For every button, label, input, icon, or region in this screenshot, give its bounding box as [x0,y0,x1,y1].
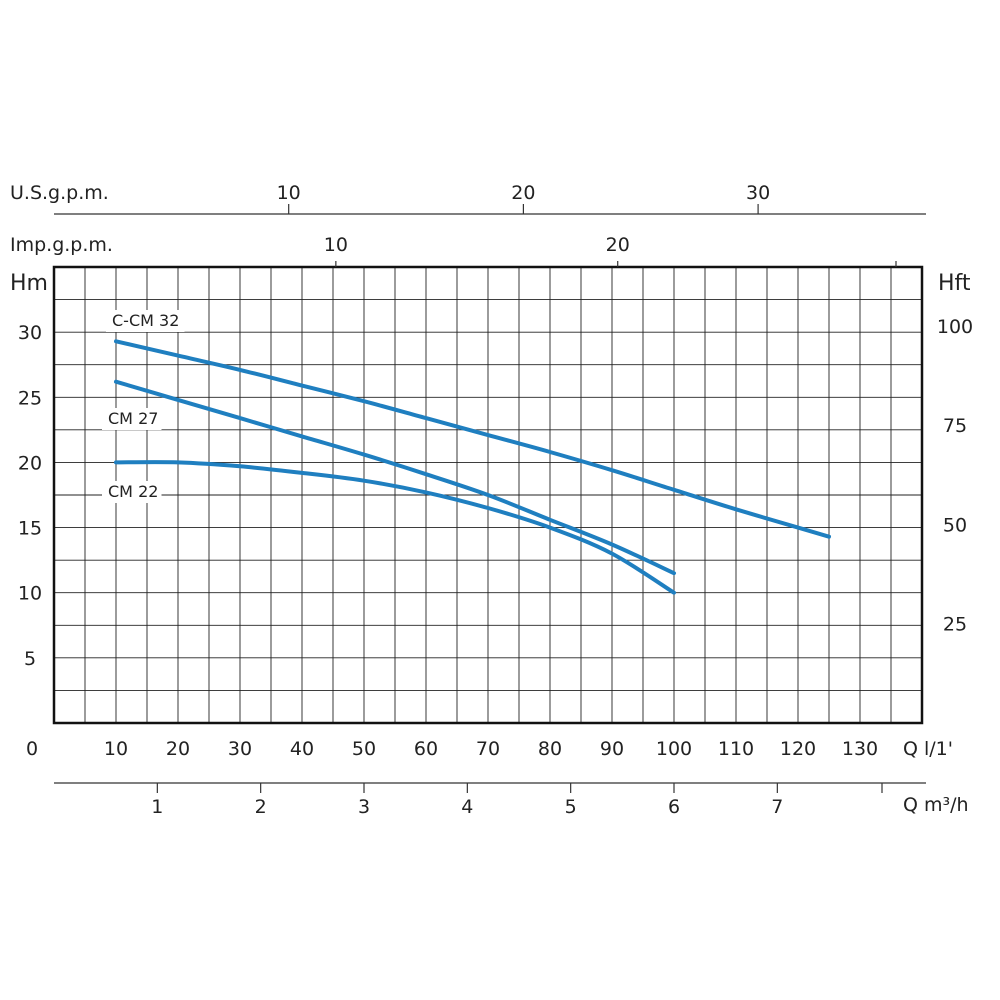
top-impgpm-axis-label: Imp.g.p.m. [10,234,113,256]
top-usgpm-ticks: 10 20 30 [277,182,770,214]
bottom-lpm-ticks: 10 20 30 40 50 60 70 80 90 100 110 120 130 [104,738,878,760]
bottom-lpm-tick-label: 50 [352,738,376,760]
left-tick-label: 30 [18,322,42,344]
bottom-lpm-tick-label: 30 [228,738,252,760]
series-labels: C-CM 32 CM 27 CM 22 [102,310,185,503]
top-impgpm-ticks: 10 20 [324,234,897,267]
left-axis-label: Hm [10,271,48,296]
bottom-lpm-tick-label: 120 [780,738,816,760]
left-tick-label: 25 [18,387,42,409]
bottom-m3h-ticks: 1 2 3 4 5 6 7 [151,783,883,818]
bottom-m3h-tick-label: 6 [668,796,680,818]
right-axis-label: Hft [938,271,971,296]
performance-curves [114,339,831,595]
series-label-bg [106,310,185,332]
bottom-m3h-axis-label: Q m³/h [903,794,969,816]
top-usgpm-tick-label: 30 [746,182,770,204]
top-impgpm-tick-label: 10 [324,234,348,256]
bottom-m3h-tick-label: 3 [358,796,370,818]
curve-c-cm-32 [114,339,831,539]
left-tick-label: 10 [18,583,42,605]
right-tick-label: 75 [943,415,967,437]
bottom-lpm-tick-label: 40 [290,738,314,760]
right-tick-label: 25 [943,614,967,636]
bottom-lpm-tick-label: 60 [414,738,438,760]
right-tick-label: 100 [937,316,973,338]
bottom-lpm-axis-label: Q l/1' [903,738,953,760]
bottom-lpm-tick-label: 80 [538,738,562,760]
series-label-c-cm-32: C-CM 32 [112,311,179,330]
series-label-cm-27: CM 27 [108,409,158,428]
series-label-bg [102,408,162,430]
plot-frame [52,265,924,725]
bottom-m3h-tick-label: 4 [461,796,473,818]
left-tick-label: 5 [24,648,36,670]
left-axis-ticks: 5 10 15 20 25 30 [18,322,42,670]
bottom-m3h-tick-label: 1 [151,796,163,818]
curve-cm-27 [114,379,676,576]
left-tick-label: 15 [18,518,42,540]
bottom-m3h-tick-label: 7 [771,796,783,818]
curve-cm-22 [114,460,676,595]
grid [54,267,922,723]
bottom-lpm-tick-label: 20 [166,738,190,760]
bottom-lpm-tick-label: 130 [842,738,878,760]
series-label-cm-22: CM 22 [108,482,158,501]
bottom-lpm-tick-label: 70 [476,738,500,760]
bottom-lpm-tick-label: 90 [600,738,624,760]
right-tick-label: 50 [943,514,967,536]
right-axis-ticks: 25 50 75 100 [937,316,973,636]
bottom-m3h-tick-label: 2 [255,796,267,818]
top-impgpm-tick-label: 20 [606,234,630,256]
left-tick-label: 20 [18,452,42,474]
top-usgpm-axis-label: U.S.g.p.m. [10,182,109,204]
series-label-bg [102,481,162,503]
bottom-lpm-origin-label: 0 [26,738,38,760]
top-usgpm-tick-label: 10 [277,182,301,204]
bottom-lpm-tick-label: 100 [656,738,692,760]
top-usgpm-tick-label: 20 [511,182,535,204]
bottom-lpm-tick-label: 10 [104,738,128,760]
bottom-m3h-tick-label: 5 [565,796,577,818]
bottom-lpm-tick-label: 110 [718,738,754,760]
